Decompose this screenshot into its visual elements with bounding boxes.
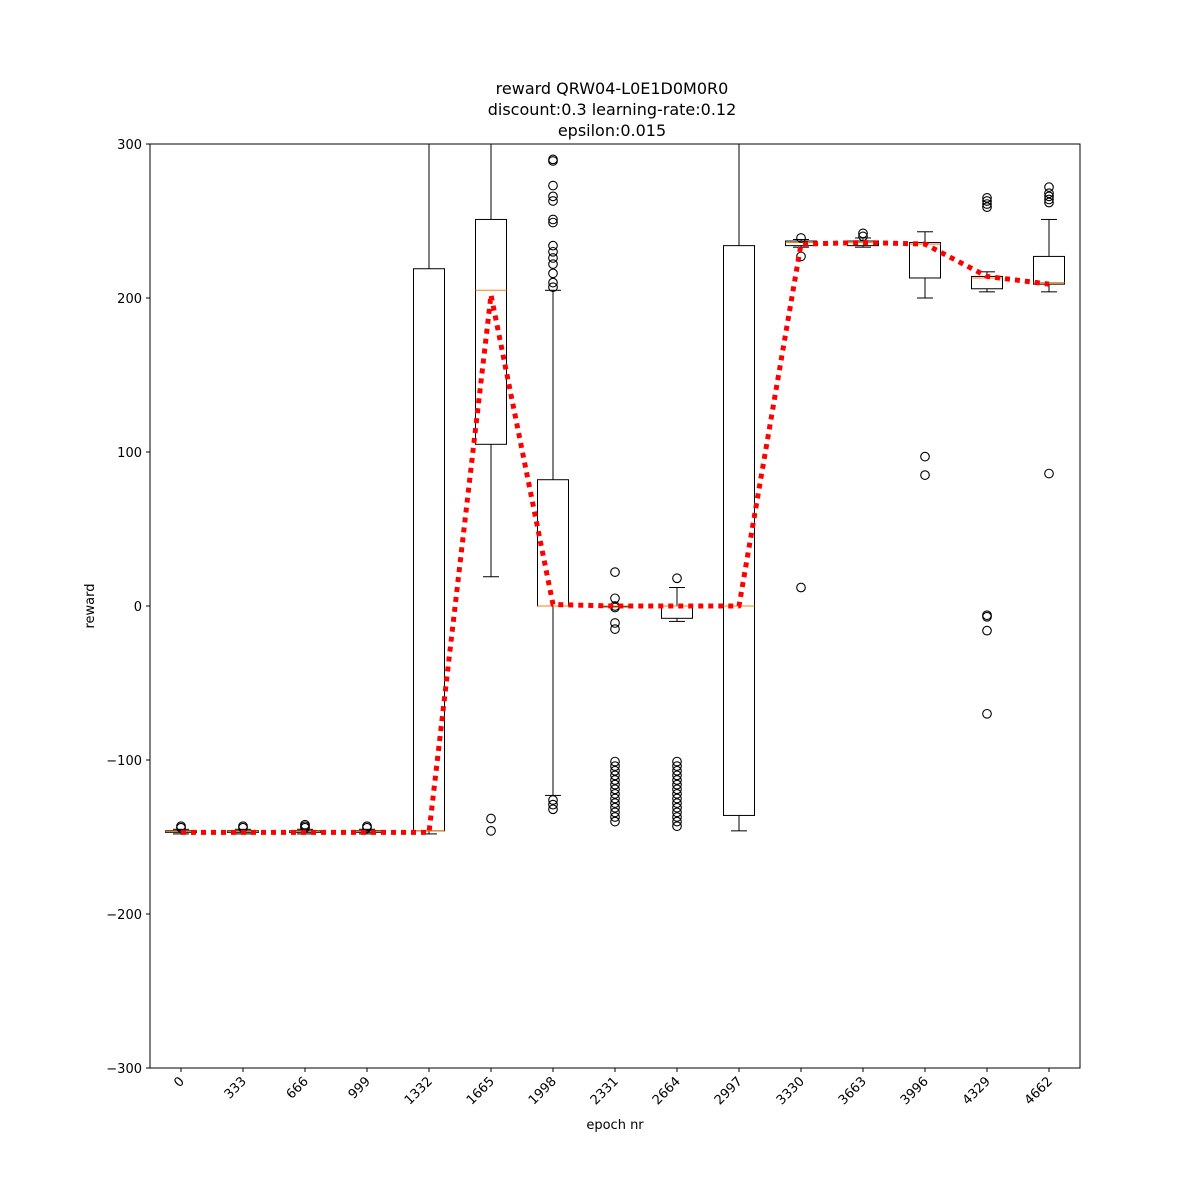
box-iqr bbox=[475, 218, 507, 445]
outlier-point bbox=[672, 816, 682, 827]
outlier-point bbox=[672, 789, 682, 799]
outlier-point bbox=[672, 784, 682, 795]
outlier-point bbox=[548, 156, 558, 166]
outlier-point bbox=[796, 582, 806, 593]
outlier-point bbox=[610, 567, 620, 577]
outlier-point bbox=[1044, 188, 1054, 199]
box-group-1332 bbox=[413, 144, 445, 835]
outlier-point bbox=[486, 813, 496, 824]
outlier-point bbox=[610, 593, 620, 604]
outlier-point bbox=[610, 770, 620, 781]
outlier-point bbox=[610, 798, 620, 808]
outlier-point bbox=[610, 793, 620, 804]
outlier-point bbox=[1044, 194, 1054, 205]
outlier-point bbox=[672, 756, 682, 767]
outlier-point bbox=[610, 765, 620, 776]
outlier-point bbox=[610, 779, 620, 790]
chart-title-line-1: reward QRW04-L0E1D0M0R0 bbox=[496, 79, 729, 98]
outlier-point bbox=[920, 451, 930, 462]
outlier-point bbox=[1044, 468, 1054, 479]
outlier-point bbox=[548, 214, 558, 225]
outlier-point bbox=[1044, 191, 1054, 202]
y-tick-label: −100 bbox=[106, 754, 142, 769]
outlier-point bbox=[672, 807, 682, 818]
outlier-point bbox=[610, 775, 620, 785]
outlier-point bbox=[672, 802, 682, 813]
outlier-point bbox=[548, 180, 558, 191]
outlier-point bbox=[548, 253, 558, 263]
box-group-1665 bbox=[475, 144, 507, 836]
outlier-point bbox=[548, 795, 558, 805]
outlier-point bbox=[548, 196, 558, 206]
outlier-point bbox=[920, 470, 930, 480]
box-group-2664 bbox=[661, 573, 693, 832]
outlier-point bbox=[858, 231, 868, 242]
outlier-point bbox=[548, 282, 558, 293]
x-axis-label: epoch nr bbox=[586, 1118, 644, 1133]
y-tick-label: 300 bbox=[117, 138, 142, 153]
outlier-point bbox=[672, 779, 682, 790]
outlier-point bbox=[610, 789, 620, 799]
outlier-point bbox=[610, 802, 620, 813]
outlier-point bbox=[672, 793, 682, 804]
outlier-point bbox=[672, 821, 682, 832]
outlier-point bbox=[982, 193, 992, 203]
outlier-point bbox=[548, 217, 558, 228]
outlier-point bbox=[982, 625, 992, 636]
outlier-point bbox=[672, 770, 682, 781]
y-tick-label: 0 bbox=[134, 600, 142, 615]
outlier-point bbox=[1044, 197, 1054, 208]
outlier-point bbox=[610, 618, 620, 628]
outlier-point bbox=[610, 807, 620, 818]
y-axis-label: reward bbox=[83, 583, 98, 628]
chart-title-line-2: discount:0.3 learning-rate:0.12 bbox=[488, 100, 737, 119]
outlier-point bbox=[486, 825, 496, 836]
y-tick-label: 100 bbox=[117, 446, 142, 461]
outlier-point bbox=[796, 251, 806, 262]
outlier-point bbox=[672, 765, 682, 776]
outlier-point bbox=[672, 761, 682, 772]
outlier-point bbox=[610, 624, 620, 634]
y-tick-label: −300 bbox=[106, 1062, 142, 1077]
outlier-point bbox=[548, 268, 558, 279]
outlier-point bbox=[982, 199, 992, 209]
outlier-point bbox=[548, 259, 558, 269]
y-tick-label: 200 bbox=[117, 292, 142, 307]
outlier-point bbox=[610, 756, 620, 767]
outlier-point bbox=[610, 784, 620, 795]
box-group-1998 bbox=[537, 154, 569, 815]
chart-title-line-3: epsilon:0.015 bbox=[558, 121, 666, 140]
outlier-point bbox=[610, 816, 620, 827]
outlier-point bbox=[982, 708, 992, 719]
outlier-point bbox=[548, 277, 558, 288]
outlier-point bbox=[548, 191, 558, 202]
chart-title: reward QRW04-L0E1D0M0R0 discount:0.3 lea… bbox=[488, 79, 737, 140]
outlier-point bbox=[858, 228, 868, 239]
outlier-point bbox=[548, 246, 558, 257]
outlier-point bbox=[672, 573, 682, 584]
outlier-point bbox=[672, 812, 682, 822]
outlier-point bbox=[610, 812, 620, 822]
outlier-point bbox=[672, 775, 682, 785]
plot-area bbox=[165, 144, 1065, 836]
outlier-point bbox=[982, 611, 992, 622]
outlier-point bbox=[548, 799, 558, 810]
outlier-point bbox=[982, 202, 992, 212]
outlier-point bbox=[548, 240, 558, 251]
mean-line bbox=[181, 240, 1050, 835]
box-iqr bbox=[723, 245, 755, 816]
outlier-point bbox=[982, 196, 992, 206]
y-tick-label: −200 bbox=[106, 908, 142, 923]
outlier-point bbox=[610, 761, 620, 772]
outlier-point bbox=[548, 804, 558, 815]
outlier-point bbox=[362, 822, 372, 833]
outlier-point bbox=[672, 798, 682, 808]
outlier-point bbox=[796, 233, 806, 243]
outlier-point bbox=[1044, 182, 1054, 192]
y-axis: −300 −200 −100 0 100 200 300 bbox=[106, 138, 150, 1077]
